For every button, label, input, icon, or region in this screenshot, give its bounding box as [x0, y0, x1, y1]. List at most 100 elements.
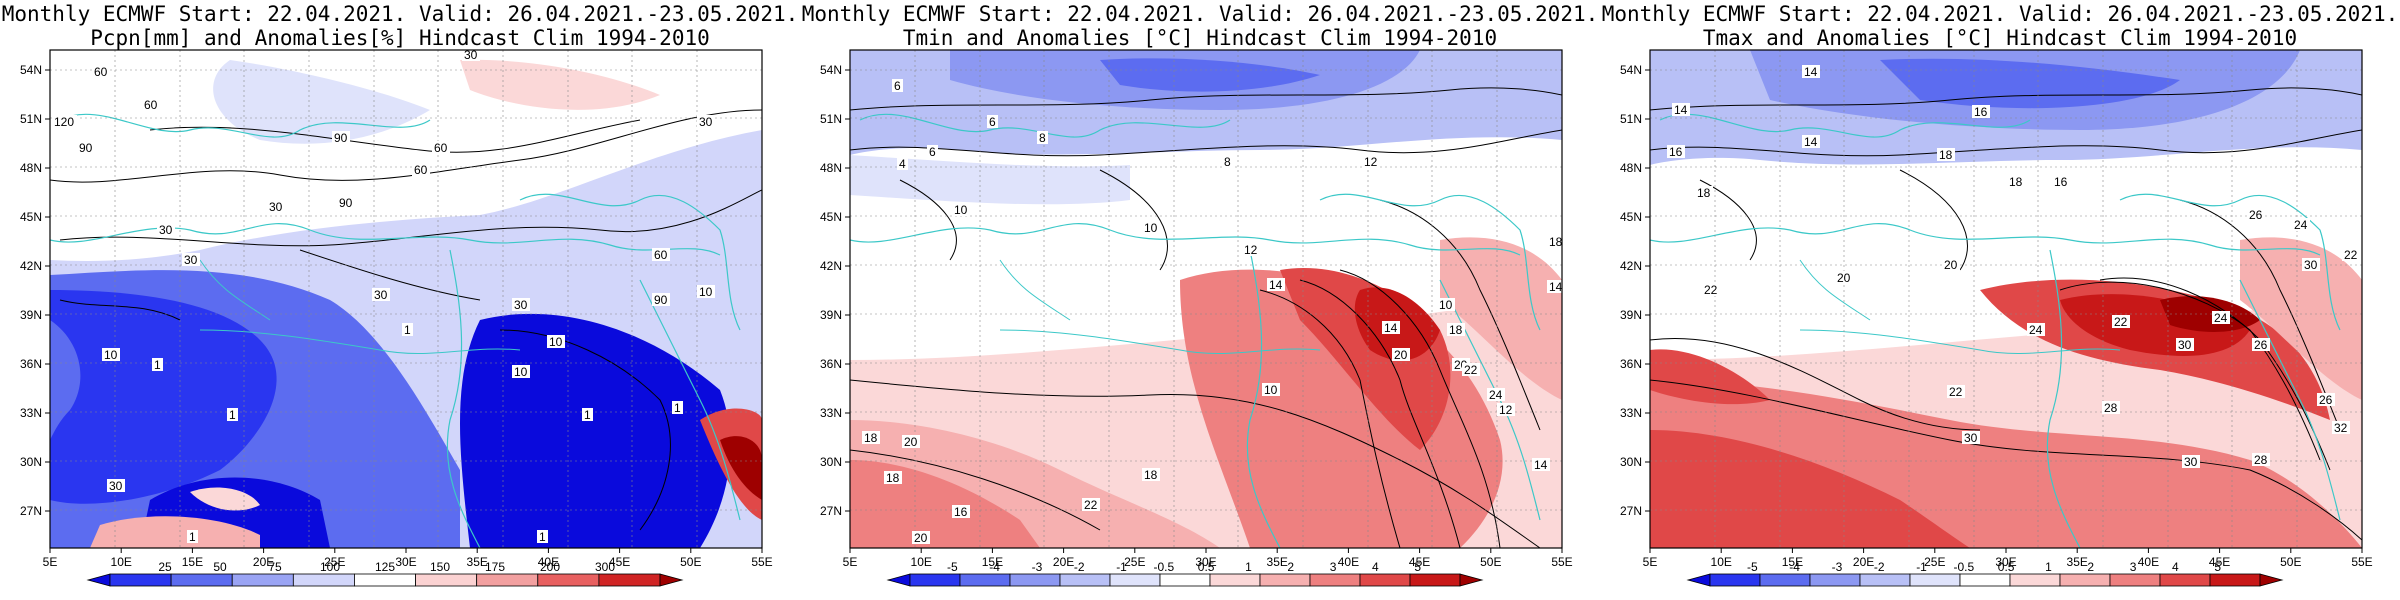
colorbar-label: 150 — [430, 560, 450, 574]
colorbar-label: 125 — [375, 560, 395, 574]
lat-tick-label: 45N — [20, 210, 42, 224]
colorbar-label: 175 — [485, 560, 505, 574]
svg-text:24: 24 — [2294, 218, 2308, 232]
contour-label: 14 — [1532, 458, 1550, 472]
colorbar-label: 0.5 — [1998, 560, 2015, 574]
contour-label: 1 — [152, 358, 163, 372]
svg-text:30: 30 — [159, 223, 173, 237]
contour-label: 18 — [1937, 148, 1955, 162]
svg-text:22: 22 — [1949, 385, 1963, 399]
colorbar-segment — [2059, 573, 2111, 587]
precipitation-colorbar: 25 50 75 100 125 150 175 200 300 — [86, 560, 684, 587]
contour-label: 12 — [1362, 155, 1380, 169]
colorbar-segment — [1709, 573, 1761, 587]
svg-text:10: 10 — [1144, 221, 1158, 235]
colorbar-label: 5 — [2214, 560, 2221, 574]
lat-tick-label: 30N — [1620, 455, 1642, 469]
svg-text:1: 1 — [584, 408, 591, 422]
colorbar-label: 1 — [1245, 560, 1252, 574]
colorbar-label: -2 — [1874, 560, 1885, 574]
contour-label: 30 — [2182, 455, 2200, 469]
lat-tick-label: 36N — [20, 357, 42, 371]
svg-text:6: 6 — [929, 145, 936, 159]
lat-tick-label: 45N — [1620, 210, 1642, 224]
lon-tick-label: 50E — [1480, 555, 1501, 569]
lon-tick-label: 55E — [751, 555, 772, 569]
contour-label: 18 — [1447, 323, 1465, 337]
lat-tick-label: 33N — [1620, 406, 1642, 420]
contour-label: 22 — [2342, 248, 2360, 262]
lon-tick-label: 15E — [1782, 555, 1803, 569]
svg-text:30: 30 — [2184, 455, 2198, 469]
lat-tick-label: 54N — [20, 63, 42, 77]
lon-tick-label: 40E — [538, 555, 559, 569]
svg-text:26: 26 — [2249, 208, 2263, 222]
svg-text:60: 60 — [434, 141, 448, 155]
svg-text:12: 12 — [1244, 243, 1258, 257]
colorbar-segment — [1059, 573, 1111, 587]
contour-label: 1 — [402, 323, 413, 337]
contour-label: 1 — [227, 408, 238, 422]
lon-tick-label: 15E — [182, 555, 203, 569]
colorbar-label: 50 — [213, 560, 227, 574]
colorbar-segment — [2209, 573, 2261, 587]
lon-tick-label: 10E — [111, 555, 132, 569]
colorbar-label: 200 — [540, 560, 560, 574]
contour-label: 10 — [102, 348, 120, 362]
precipitation-contour-labels: 60 60 120 90 90 30 30 60 30 90 60 30 30 30 30 90 10 10 10 1… — [52, 50, 715, 544]
contour-label: 30 — [267, 200, 285, 214]
lat-tick-label: 39N — [1620, 308, 1642, 322]
contour-label: 10 — [1437, 298, 1455, 312]
colorbar-label: -5 — [1747, 560, 1758, 574]
svg-text:60: 60 — [414, 163, 428, 177]
lon-tick-label: 20E — [253, 555, 274, 569]
svg-text:10: 10 — [954, 203, 968, 217]
svg-text:20: 20 — [1944, 258, 1958, 272]
svg-text:16: 16 — [1669, 145, 1683, 159]
colorbar-segment — [959, 573, 1011, 587]
lon-tick-label: 55E — [1551, 555, 1572, 569]
lat-tick-label: 30N — [820, 455, 842, 469]
lat-tick-label: 42N — [1620, 259, 1642, 273]
svg-text:30: 30 — [1964, 431, 1978, 445]
lat-tick-label: 36N — [820, 357, 842, 371]
contour-label: 20 — [912, 531, 930, 545]
colorbar-segment — [598, 573, 661, 587]
svg-text:8: 8 — [1224, 155, 1231, 169]
contour-label: 14 — [1547, 280, 1562, 294]
colorbar-segment — [231, 573, 294, 587]
contour-label: 90 — [332, 131, 350, 145]
precipitation-map: 60 60 120 90 90 30 30 60 30 90 60 30 30 30 30 90 10 10 10 1… — [20, 49, 773, 587]
colorbar-label: -3 — [1032, 560, 1043, 574]
svg-text:6: 6 — [989, 115, 996, 129]
svg-text:22: 22 — [1084, 498, 1098, 512]
svg-text:60: 60 — [94, 65, 108, 79]
svg-text:30: 30 — [2304, 258, 2318, 272]
lat-tick-label: 48N — [1620, 161, 1642, 175]
tmax-contour-labels: 14 14 16 18 16 18 22 20 24 22 24 30 26 22 28 30 30 26 28 32… — [1667, 65, 2360, 469]
colorbar-label: 100 — [320, 560, 340, 574]
lon-tick-label: 30E — [395, 555, 416, 569]
lat-tick-label: 33N — [820, 406, 842, 420]
lon-tick-label: 40E — [2138, 555, 2159, 569]
colorbar-segment — [86, 573, 111, 587]
lat-tick-label: 51N — [1620, 112, 1642, 126]
svg-text:20: 20 — [914, 531, 928, 545]
contour-label: 20 — [1942, 258, 1960, 272]
colorbar-label: 25 — [158, 560, 172, 574]
lon-tick-label: 50E — [2280, 555, 2301, 569]
lon-tick-label: 10E — [911, 555, 932, 569]
contour-label: 20 — [1835, 271, 1853, 285]
colorbar-segment — [2109, 573, 2161, 587]
contour-label: 14 — [1672, 103, 1690, 117]
contour-label: 30 — [372, 288, 390, 302]
lon-tick-label: 35E — [467, 555, 488, 569]
svg-text:22: 22 — [1704, 283, 1718, 297]
lat-tick-label: 48N — [820, 161, 842, 175]
contour-label: 90 — [652, 293, 670, 307]
svg-text:22: 22 — [1464, 363, 1478, 377]
lon-axis-labels: 5E 10E 15E 20E 25E 30E 35E 40E 45E 50E 55E — [1643, 548, 2373, 569]
colorbar-segment — [909, 573, 961, 587]
colorbar-label: -1 — [1116, 560, 1127, 574]
panel-title-line2: Tmin and Anomalies [°C] Hindcast Clim 19… — [902, 26, 1498, 50]
